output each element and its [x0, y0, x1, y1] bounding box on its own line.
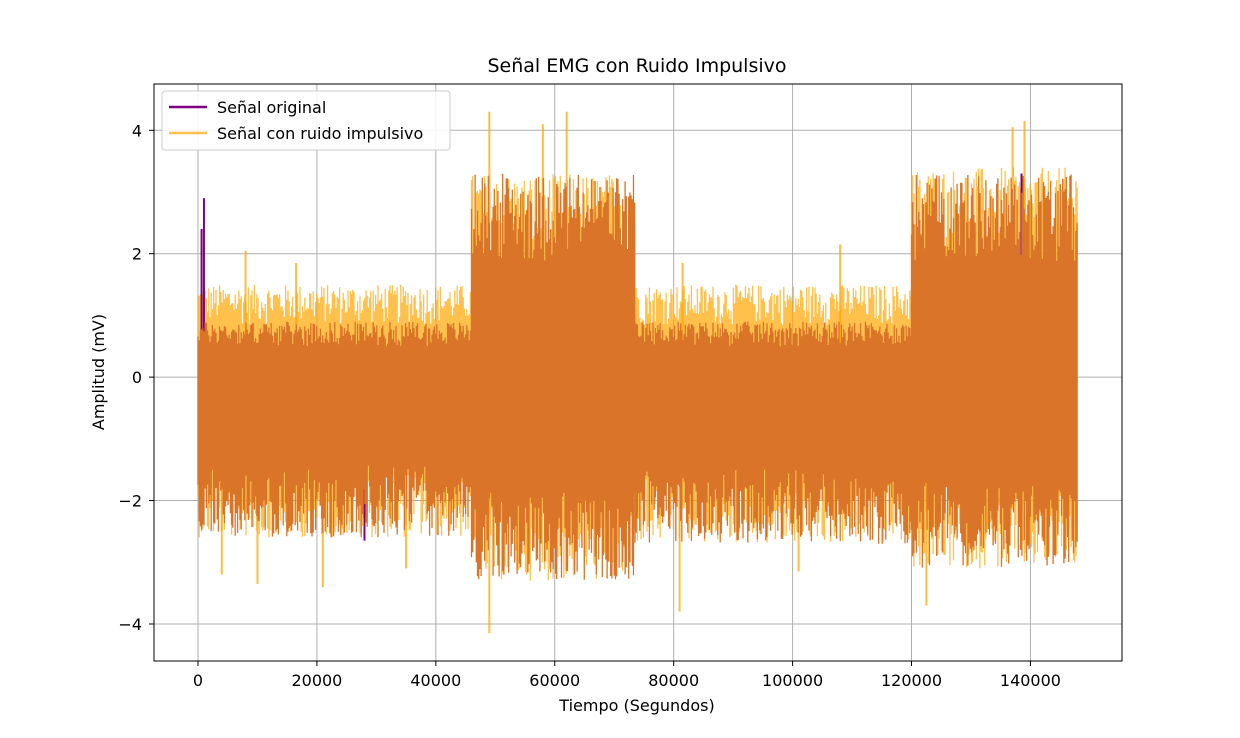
x-tick-label: 20000 — [291, 671, 342, 690]
plot-area — [153, 83, 1123, 662]
legend-box — [161, 90, 451, 151]
legend-label-original: Señal original — [217, 98, 326, 117]
y-axis-label: Amplitud (mV) — [89, 314, 108, 430]
x-tick-label: 100000 — [762, 671, 823, 690]
chart-title: Señal EMG con Ruido Impulsivo — [488, 55, 787, 77]
x-tick-label: 40000 — [410, 671, 461, 690]
x-tick-label: 120000 — [881, 671, 942, 690]
x-tick-label: 60000 — [529, 671, 580, 690]
y-tick-label: −2 — [118, 492, 142, 511]
legend: Señal original Señal con ruido impulsivo — [161, 90, 451, 151]
x-axis: 0 20000 40000 60000 80000 100000 120000 140000 — [193, 661, 1061, 690]
y-tick-label: 4 — [132, 121, 142, 140]
x-tick-label: 140000 — [1000, 671, 1061, 690]
series-original-trace — [197, 173, 1078, 580]
y-tick-label: 0 — [132, 368, 142, 387]
x-axis-label: Tiempo (Segundos) — [558, 696, 714, 715]
signal-traces — [197, 111, 1078, 634]
x-tick-label: 0 — [193, 671, 203, 690]
x-tick-label: 80000 — [648, 671, 699, 690]
y-axis: −4 −2 0 2 4 — [118, 121, 154, 634]
legend-label-noisy: Señal con ruido impulsivo — [217, 124, 423, 143]
plot-frame — [153, 83, 1123, 662]
y-tick-label: 2 — [132, 245, 142, 264]
y-tick-label: −4 — [118, 615, 142, 634]
